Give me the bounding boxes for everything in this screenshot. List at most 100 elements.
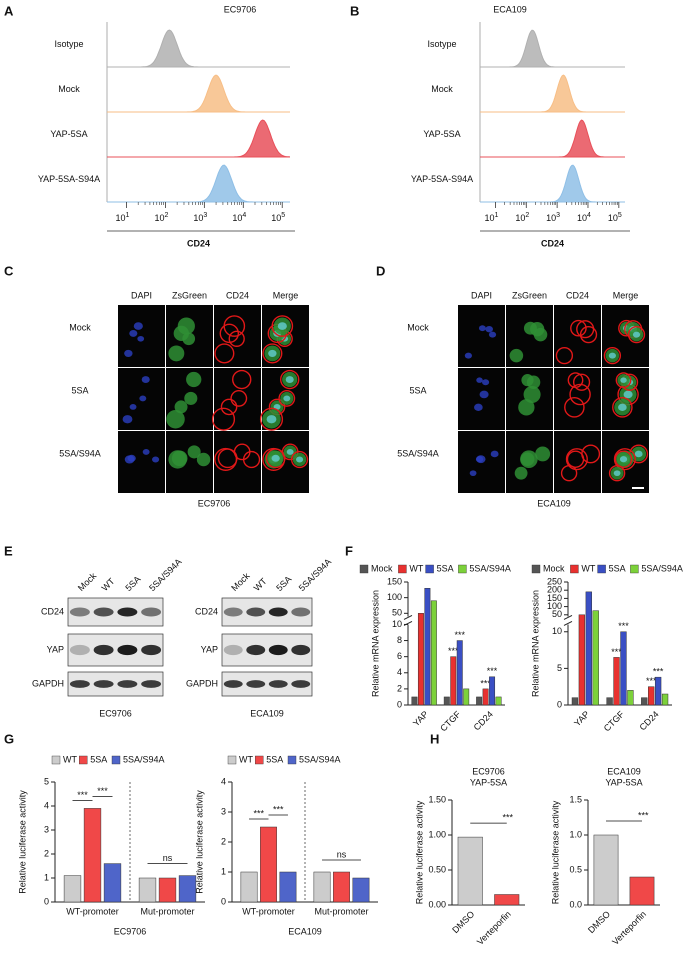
image-column-label: ZsGreen <box>512 290 547 300</box>
y-tick-label: 100 <box>387 592 402 602</box>
y-tick-label: 2 <box>397 683 402 693</box>
band <box>141 680 162 688</box>
cell-body <box>171 450 188 467</box>
membrane <box>564 397 585 418</box>
image-column-label: CD24 <box>566 290 589 300</box>
legend-label: 5SA/S94A <box>641 563 683 573</box>
image-column-label: DAPI <box>131 290 152 300</box>
y-tick-label: 50 <box>392 608 402 618</box>
band <box>246 680 266 688</box>
y-tick-label: 4 <box>44 800 49 810</box>
panel-label: B <box>350 3 359 18</box>
legend-label: WT <box>63 754 77 764</box>
nucleus <box>490 450 499 458</box>
bar <box>443 696 450 706</box>
panel-label: F <box>345 543 353 558</box>
x-tick-label: 101 <box>116 212 130 224</box>
band <box>291 607 311 617</box>
membrane <box>560 464 578 482</box>
cell-body <box>520 452 535 467</box>
band <box>268 680 288 688</box>
panel-label: E <box>4 543 13 558</box>
nucleus <box>122 415 133 424</box>
membrane <box>228 330 245 347</box>
flow-histogram <box>480 29 625 68</box>
chart-caption: ECA109 <box>288 926 322 936</box>
flow-histogram <box>480 164 625 203</box>
membrane <box>230 390 248 407</box>
blot-row-label: CD24 <box>41 606 64 616</box>
x-tick-label: DMSO <box>586 909 612 935</box>
membrane <box>579 326 598 344</box>
blot-row-label: YAP <box>201 644 218 654</box>
y-tick-label: 100 <box>547 601 562 611</box>
bar <box>648 686 655 706</box>
flow-title: ECA109 <box>493 4 527 14</box>
image-row-label: Mock <box>69 322 91 332</box>
y-tick-label: 8 <box>397 635 402 645</box>
lane-label: 5SA/S94A <box>297 557 333 593</box>
blot-row-label: GAPDH <box>32 678 64 688</box>
flow-histogram <box>107 29 290 68</box>
membrane <box>214 343 235 364</box>
y-tick-label: 3 <box>221 806 226 816</box>
legend-label: Mock <box>371 563 393 573</box>
membrane <box>566 450 585 468</box>
axis-break <box>563 614 573 620</box>
band <box>223 680 243 688</box>
bar <box>424 588 431 706</box>
nucleus <box>475 456 484 463</box>
blot-caption: ECA109 <box>250 708 284 718</box>
legend-label: 5SA <box>437 563 454 573</box>
membrane <box>614 450 633 468</box>
bar <box>620 631 627 706</box>
y-axis-label: Relative luciferase activity <box>550 800 560 904</box>
nucleus <box>478 325 486 332</box>
chart-caption: EC9706 <box>114 926 147 936</box>
chart-title: EC9706 <box>472 766 505 776</box>
micrograph <box>458 305 505 367</box>
y-tick-label: 6 <box>397 651 402 661</box>
nucleus <box>634 450 643 458</box>
bar <box>489 676 496 706</box>
band <box>223 644 243 656</box>
image-row-label: 5SA/S94A <box>397 448 439 458</box>
significance: *** <box>454 630 465 640</box>
membrane <box>615 372 632 389</box>
membrane <box>280 369 300 390</box>
bar <box>578 614 586 706</box>
x-tick-label: 102 <box>515 212 529 224</box>
tick-exponent: 5 <box>618 212 622 219</box>
tick-base: 10 <box>608 213 618 223</box>
significance: *** <box>646 676 657 686</box>
axis-break <box>563 620 573 626</box>
y-tick-label: 2 <box>221 836 226 846</box>
band <box>93 680 114 688</box>
nucleus <box>151 456 160 463</box>
nucleus <box>623 390 633 399</box>
x-tick-label: Verteporfin <box>475 909 513 947</box>
tick-exponent: 3 <box>556 212 560 219</box>
flow-histogram <box>480 74 625 113</box>
tick-base: 10 <box>484 213 494 223</box>
flow-histogram <box>107 164 290 203</box>
image-caption: EC9706 <box>198 498 231 508</box>
legend-swatch <box>78 755 88 765</box>
micrograph <box>118 305 165 367</box>
blot-caption: EC9706 <box>99 708 132 718</box>
significance: *** <box>448 646 459 656</box>
legend-label: 5SA <box>266 754 283 764</box>
tick-base: 10 <box>193 213 203 223</box>
bar <box>430 600 437 706</box>
image-row-label: 5SA/S94A <box>59 448 101 458</box>
y-tick-label: 150 <box>547 593 562 603</box>
axis-break <box>403 614 413 620</box>
bar <box>482 688 489 706</box>
cell-body <box>187 445 201 459</box>
micrograph <box>214 368 261 430</box>
nucleus <box>488 331 497 338</box>
cell-body <box>184 391 198 405</box>
cell-body <box>535 446 551 462</box>
bar <box>240 871 258 903</box>
membrane <box>570 319 587 337</box>
